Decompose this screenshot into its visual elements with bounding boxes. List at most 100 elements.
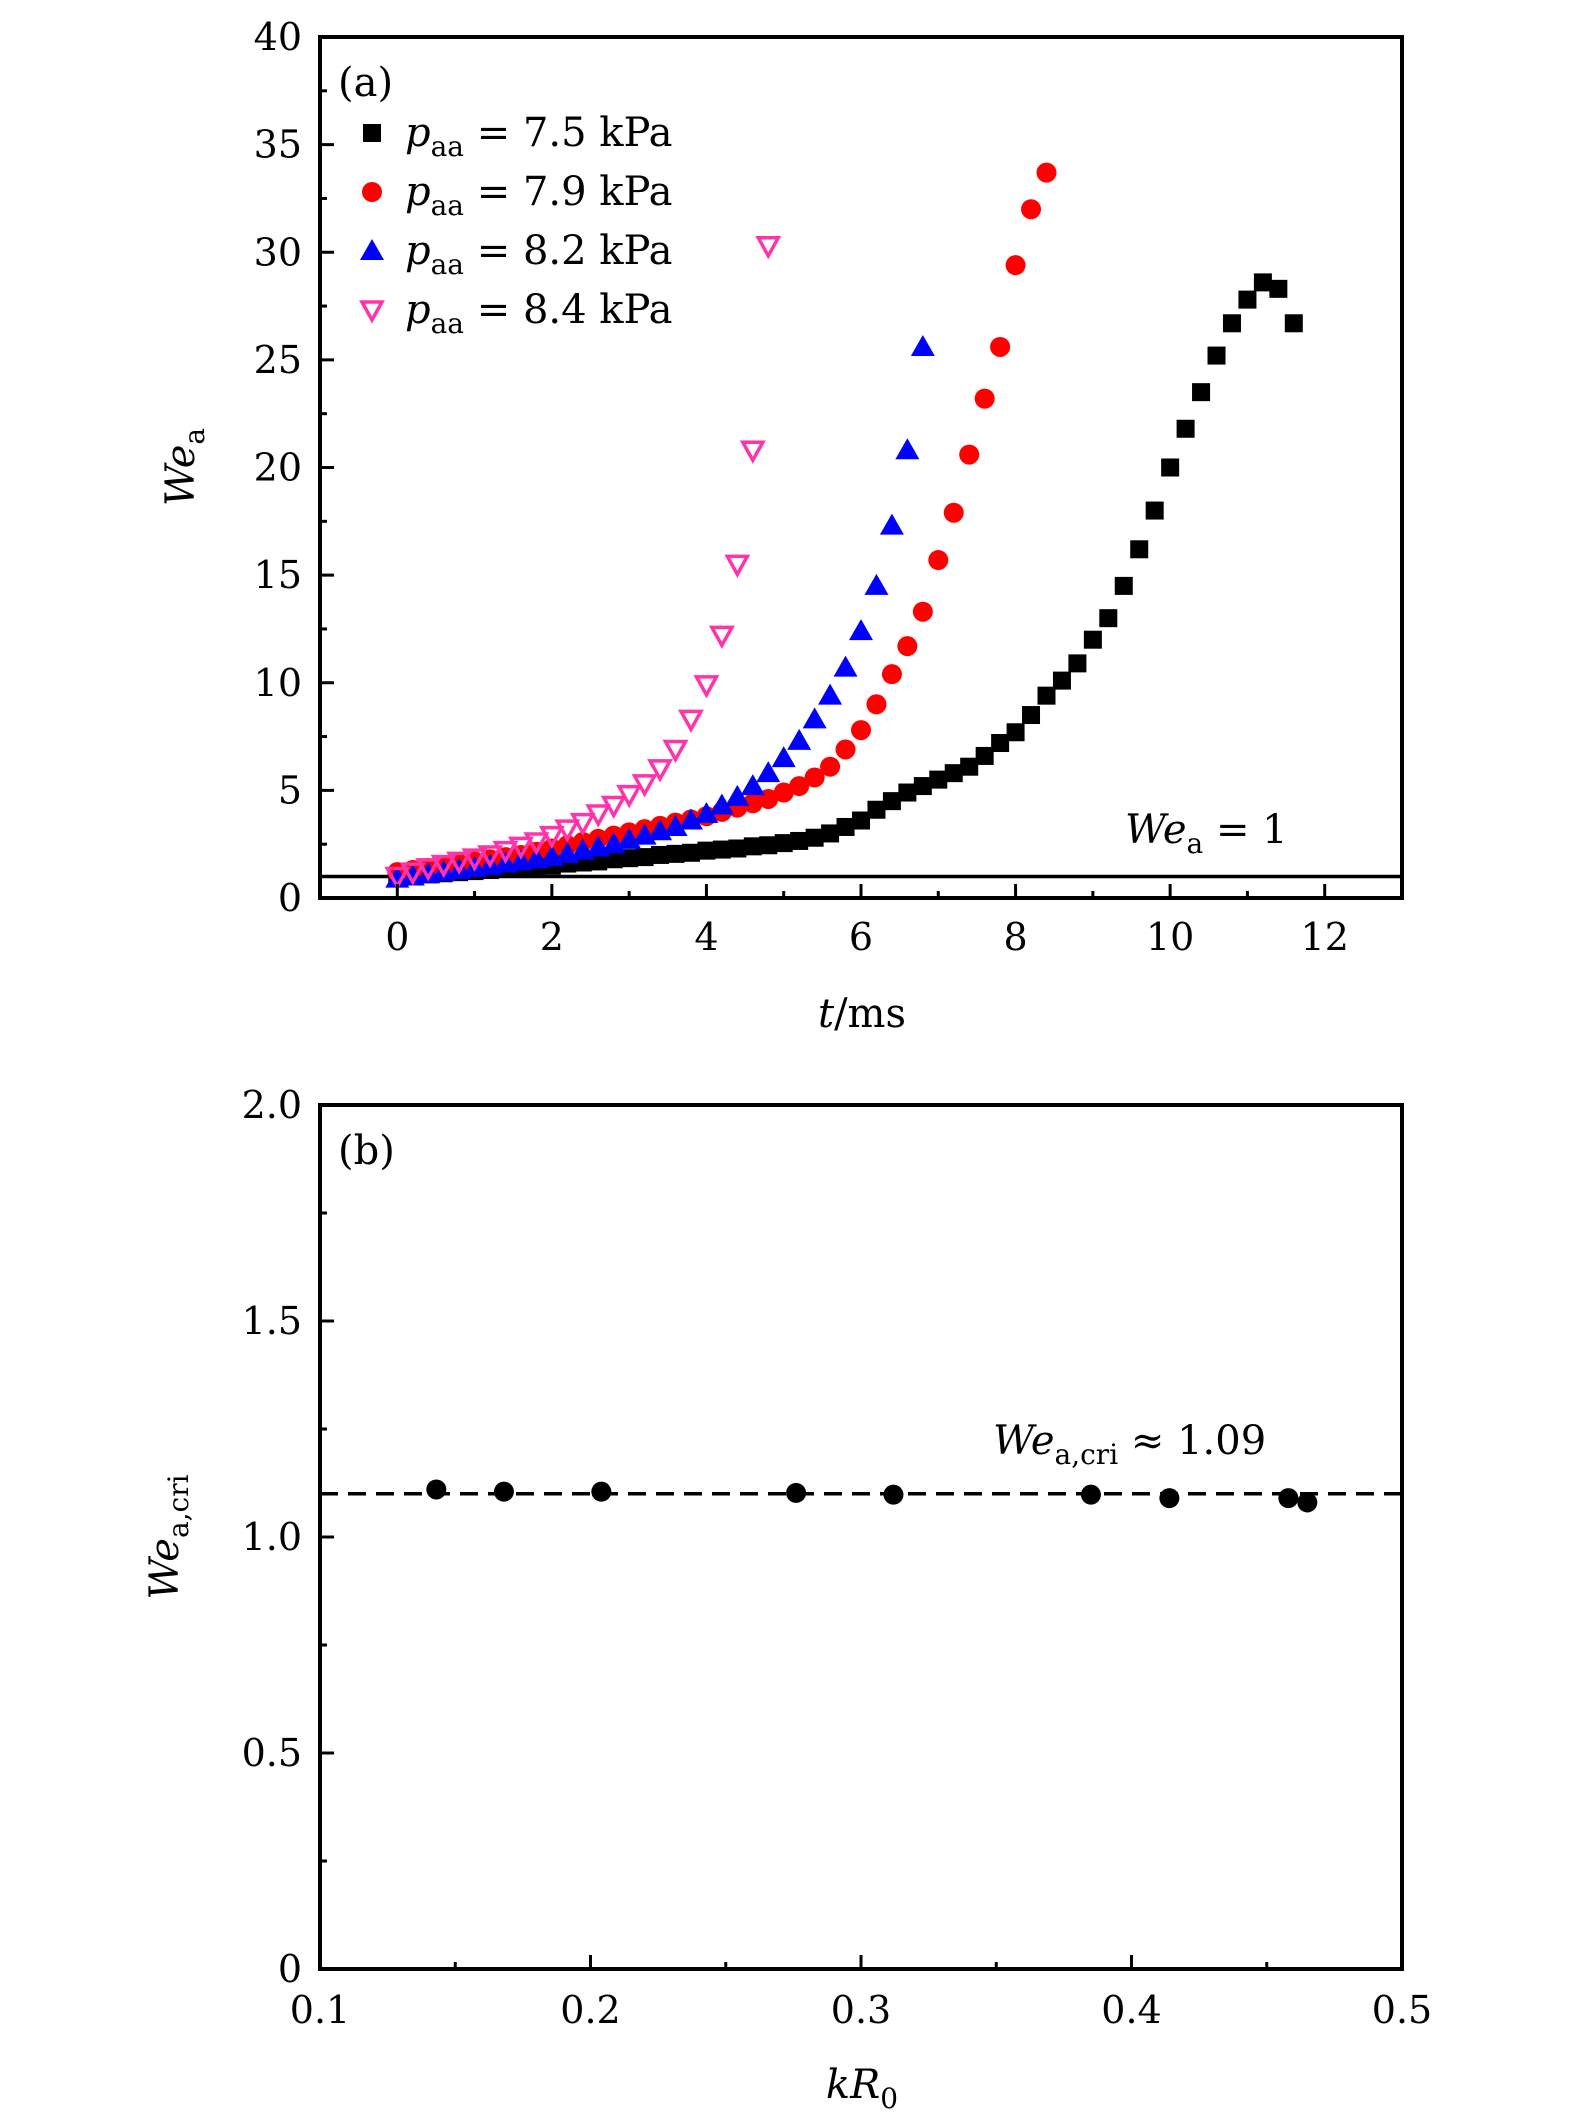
y-axis-label-b-main: We	[142, 1538, 188, 1600]
legend: paa = 7.5 kPa paa = 7.9 kPa paa = 8.2 kPa p…	[359, 110, 672, 340]
legend-label-value: = 8.2 kPa	[464, 228, 672, 274]
data-point	[1207, 346, 1226, 365]
data-point	[786, 1482, 807, 1503]
data-point	[864, 573, 889, 595]
dashed-line-label: Wea,cri ≈ 1.09	[993, 1418, 1266, 1471]
data-point	[1021, 199, 1042, 220]
data-point	[851, 720, 871, 741]
data-point	[1278, 1488, 1299, 1509]
x-tick-label: 6	[849, 915, 873, 959]
x-tick-label: 8	[1003, 915, 1027, 959]
panel-b: 0.1 0.2 0.3 0.4 0.500.51.01.52.0 (b) Wea,cri…	[142, 1083, 1432, 2115]
data-point	[742, 793, 763, 814]
panel-a-frame	[318, 35, 1404, 900]
data-point	[1269, 279, 1288, 298]
data-point	[569, 812, 596, 837]
data-point	[493, 1481, 514, 1502]
data-point	[1068, 654, 1087, 673]
data-point	[867, 800, 886, 819]
y-tick-label: 20	[254, 446, 302, 490]
data-point	[1083, 630, 1102, 649]
y-axis-label-a-sub: a	[178, 428, 211, 445]
data-point	[1037, 686, 1056, 705]
x-axis-label-b-sub: 0	[880, 2082, 898, 2115]
panel-a-marks	[320, 162, 1402, 891]
ref-line-label-sub: a	[1187, 827, 1204, 860]
data-point	[790, 831, 809, 850]
data-point	[960, 757, 979, 776]
x-tick-label: 12	[1301, 915, 1349, 959]
legend-label-symbol: p	[405, 110, 431, 156]
data-point	[740, 774, 765, 796]
data-point	[399, 862, 426, 886]
data-point	[620, 849, 639, 868]
y-tick-label: 35	[254, 123, 302, 167]
data-point	[725, 784, 750, 806]
data-point	[866, 694, 887, 715]
series-2	[385, 334, 935, 888]
x-tick-label: 0	[385, 915, 409, 959]
data-point	[647, 759, 674, 783]
y-axis-label-a-main: We	[158, 445, 204, 507]
x-tick-label: 2	[540, 915, 564, 959]
data-point	[835, 739, 856, 760]
series-0	[426, 1479, 1318, 1513]
legend-label: paa = 8.2 kPa	[405, 228, 672, 281]
data-point	[523, 832, 550, 856]
legend-label-value: = 7.5 kPa	[464, 110, 672, 156]
data-point	[1297, 1492, 1318, 1513]
legend-label: paa = 7.9 kPa	[405, 169, 672, 222]
y-tick-label: 30	[254, 230, 302, 274]
data-point	[461, 848, 488, 872]
data-point	[787, 728, 812, 750]
data-point	[1176, 419, 1195, 438]
data-point	[697, 841, 716, 860]
dashed-line-label-main: We	[993, 1418, 1055, 1464]
legend-marker	[363, 124, 381, 142]
y-tick-label: 1.5	[242, 1299, 302, 1343]
y-tick-label: 5	[278, 768, 302, 812]
data-point	[804, 767, 825, 788]
y-tick-label: 10	[254, 661, 302, 705]
data-point	[384, 866, 411, 891]
data-point	[755, 236, 782, 260]
y-tick-label: 40	[254, 15, 302, 59]
panel-b-label: (b)	[338, 1128, 395, 1174]
data-point	[849, 619, 873, 641]
y-tick-label: 15	[254, 553, 302, 597]
data-point	[773, 782, 794, 803]
data-point	[724, 554, 751, 578]
data-point	[805, 828, 824, 847]
panel-b-marks	[320, 1479, 1402, 1513]
data-point	[591, 1481, 612, 1502]
data-point	[959, 444, 980, 465]
data-point	[728, 839, 747, 858]
data-point	[1253, 273, 1272, 292]
data-point	[991, 734, 1010, 753]
data-point	[929, 770, 948, 789]
x-tick-label: 0.1	[290, 1988, 350, 2032]
data-point	[1036, 162, 1057, 183]
dashed-line-label-rest: ≈ 1.09	[1118, 1418, 1266, 1464]
data-point	[600, 795, 627, 820]
panel-b-ticks: 0.1 0.2 0.3 0.4 0.5 0 0.5 1.0 1.5 2.0	[242, 1083, 1433, 2032]
x-axis-label-a: t/ms	[818, 991, 906, 1037]
y-tick-label: 25	[254, 338, 302, 382]
legend-label-symbol: p	[405, 287, 431, 333]
data-point	[1159, 1488, 1180, 1509]
data-point	[635, 848, 654, 867]
data-point	[975, 746, 994, 765]
legend-marker	[359, 300, 385, 324]
data-point	[1052, 671, 1071, 690]
data-point	[585, 804, 612, 828]
data-point	[883, 1484, 904, 1505]
ref-line-label: Wea = 1	[1125, 807, 1288, 860]
data-point	[898, 783, 917, 802]
series-3	[384, 236, 782, 891]
data-point	[554, 819, 581, 843]
legend-label: paa = 7.5 kPa	[405, 110, 672, 163]
y-tick-label: 2.0	[242, 1083, 302, 1127]
x-axis-label-b: kR0	[826, 2062, 898, 2115]
